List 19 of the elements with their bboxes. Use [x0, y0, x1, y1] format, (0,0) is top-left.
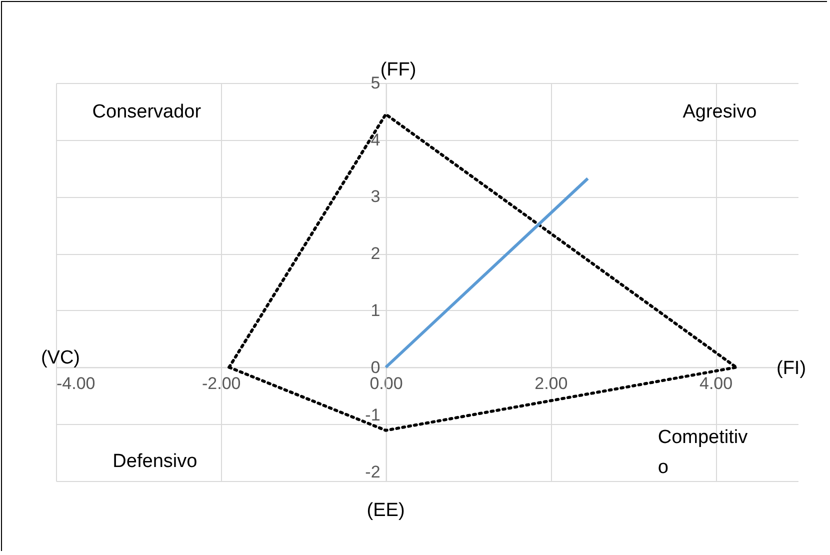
y-tick-label: 1: [370, 300, 380, 320]
x-axis-title: (FI): [776, 358, 806, 379]
annotation: Agresivo: [682, 101, 757, 122]
y-tick-label: 5: [370, 74, 380, 92]
annotation: Conservador: [92, 101, 202, 122]
x-tick-label: -2.00: [202, 374, 241, 393]
y-tick-label: -2: [365, 462, 380, 482]
x-tick-label: 2.00: [534, 374, 568, 393]
y-tick-label: 2: [370, 244, 380, 264]
x-tick-label: 4.00: [700, 374, 733, 393]
annotation: Competitivo: [658, 427, 748, 478]
y-tick-label: 3: [370, 187, 380, 206]
y-tick-label: 4: [370, 130, 380, 150]
y-tick-label: -1: [365, 406, 380, 425]
y-axis-title: (FF): [380, 60, 416, 80]
annotation: Defensivo: [112, 451, 198, 472]
x-tick-label: -4.00: [56, 374, 96, 393]
text: (EE): [366, 500, 405, 521]
annotation: (VC): [40, 347, 80, 368]
